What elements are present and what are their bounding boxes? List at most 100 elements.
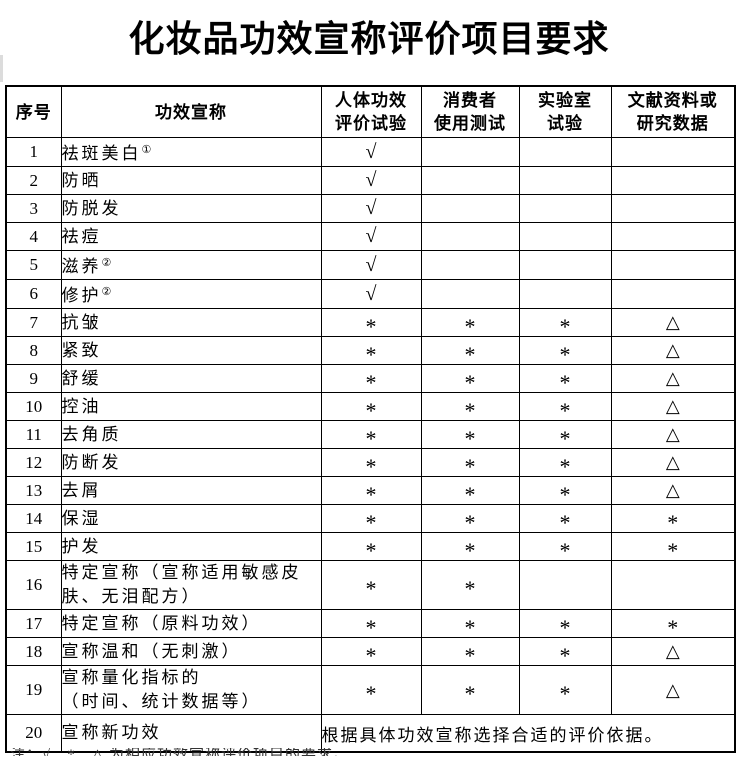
symbol-cell <box>518 222 612 251</box>
symbol-cell: * <box>610 504 736 535</box>
symbol-cell <box>610 137 736 167</box>
check-symbol: √ <box>365 225 377 247</box>
asterisk-symbol: * <box>464 642 476 668</box>
asterisk-symbol: * <box>464 537 476 563</box>
row-number: 4 <box>5 222 62 251</box>
claim-cell: 防断发 <box>60 448 322 477</box>
row-number: 8 <box>5 336 62 365</box>
symbol-cell: √ <box>320 194 422 223</box>
symbol-cell <box>518 194 612 223</box>
symbol-cell <box>518 166 612 195</box>
column-header-text: 消费者 <box>443 91 497 110</box>
check-symbol: √ <box>365 197 377 219</box>
table-header-row: 序号 功效宣称 人体功效 评价试验 消费者 使用测试 实验室 试验 文献资料或 研究数据 <box>5 85 736 138</box>
symbol-cell <box>610 166 736 195</box>
claim-cell: 宣称温和（无刺激） <box>60 637 322 666</box>
merged-note-cell: 根据具体功效宣称选择合适的评价依据。 <box>320 714 736 753</box>
triangle-symbol: △ <box>665 679 680 700</box>
claim-cell: 控油 <box>60 392 322 421</box>
symbol-cell <box>420 222 520 251</box>
table-row: 15 护发 * * * * <box>5 532 736 563</box>
table-row: 11 去角质 * * * △ <box>5 420 736 451</box>
symbol-cell: * <box>420 504 520 535</box>
table-row: 17 特定宣称（原料功效） * * * * <box>5 609 736 640</box>
row-number: 16 <box>5 560 62 610</box>
asterisk-symbol: * <box>559 681 571 706</box>
claim-cell: 特定宣称（宣称适用敏感皮肤、无泪配方） <box>60 560 322 610</box>
triangle-symbol: △ <box>665 312 680 332</box>
triangle-symbol: △ <box>665 452 680 472</box>
claim-cell: 宣称量化指标的 （时间、统计数据等） <box>60 665 322 715</box>
symbol-cell: * <box>420 420 520 451</box>
claim-text: 特定宣称（原料功效） <box>61 613 262 633</box>
claim-text: 宣称量化指标的 <box>61 668 202 687</box>
symbol-cell: * <box>320 308 422 339</box>
claim-text: 护发 <box>61 536 102 556</box>
symbol-cell <box>610 250 736 280</box>
asterisk-symbol: * <box>559 642 571 668</box>
symbol-cell: * <box>420 448 520 479</box>
row-number: 7 <box>5 308 62 337</box>
claim-text: 祛斑美白 <box>61 144 142 163</box>
symbol-cell: * <box>518 364 612 395</box>
claim-text: 控油 <box>61 396 102 416</box>
asterisk-symbol: * <box>464 481 476 507</box>
row-number: 6 <box>5 279 62 309</box>
row-number: 3 <box>5 194 62 223</box>
symbol-cell: * <box>320 504 422 535</box>
asterisk-symbol: * <box>365 642 377 668</box>
asterisk-symbol: * <box>365 313 377 339</box>
asterisk-symbol: * <box>559 481 571 507</box>
triangle-symbol: △ <box>665 368 680 388</box>
asterisk-symbol: * <box>464 509 476 535</box>
column-header-text: 功效宣称 <box>155 102 227 122</box>
claim-cell: 保湿 <box>60 504 322 533</box>
claim-cell: 防脱发 <box>60 194 322 223</box>
asterisk-symbol: * <box>365 614 377 640</box>
table-row: 8 紧致 * * * △ <box>5 336 736 367</box>
symbol-cell: * <box>320 476 422 507</box>
symbol-cell <box>420 279 520 309</box>
row-number: 19 <box>5 665 62 715</box>
asterisk-symbol: * <box>464 576 476 601</box>
column-header-text: 文献资料或 <box>627 91 718 110</box>
column-header-text: 序号 <box>15 102 52 122</box>
symbol-cell: * <box>320 420 422 451</box>
asterisk-symbol: * <box>667 614 679 640</box>
symbol-cell: △ <box>610 336 736 365</box>
claim-cell: 滋养② <box>60 250 322 280</box>
asterisk-symbol: * <box>365 481 377 507</box>
row-number: 17 <box>5 609 62 638</box>
asterisk-symbol: * <box>559 614 571 640</box>
asterisk-symbol: * <box>464 369 476 395</box>
claim-cell: 舒缓 <box>60 364 322 393</box>
symbol-cell: * <box>420 476 520 507</box>
symbol-cell <box>610 194 736 223</box>
table-row: 12 防断发 * * * △ <box>5 448 736 479</box>
page-title: 化妆品功效宣称评价项目要求 <box>128 18 610 59</box>
symbol-cell: * <box>320 392 422 423</box>
asterisk-symbol: * <box>365 369 377 395</box>
claim-text: 祛痘 <box>61 226 102 246</box>
symbol-cell: △ <box>610 392 736 421</box>
claim-text: 滋养 <box>61 257 102 276</box>
claim-text: 保湿 <box>61 508 102 528</box>
symbol-cell: △ <box>610 448 736 477</box>
table-row: 20 宣称新功效 根据具体功效宣称选择合适的评价依据。 <box>5 714 736 753</box>
footnote-clipped: 注：√、*、△ 为相应功效宣称评价项目的要求。 <box>10 748 350 756</box>
symbol-cell: √ <box>320 166 422 195</box>
table-row: 10 控油 * * * △ <box>5 392 736 423</box>
table-row: 5 滋养② √ <box>5 250 736 280</box>
symbol-cell <box>420 137 520 167</box>
column-header: 文献资料或 研究数据 <box>610 85 736 138</box>
asterisk-symbol: * <box>464 341 476 367</box>
column-header-text: 试验 <box>547 114 583 133</box>
table-row: 6 修护② √ <box>5 279 736 309</box>
row-number: 15 <box>5 532 62 561</box>
triangle-symbol: △ <box>665 396 680 416</box>
symbol-cell <box>518 560 612 610</box>
asterisk-symbol: * <box>365 576 377 601</box>
symbol-cell <box>610 279 736 309</box>
symbol-cell: * <box>518 420 612 451</box>
triangle-symbol: △ <box>665 641 680 661</box>
